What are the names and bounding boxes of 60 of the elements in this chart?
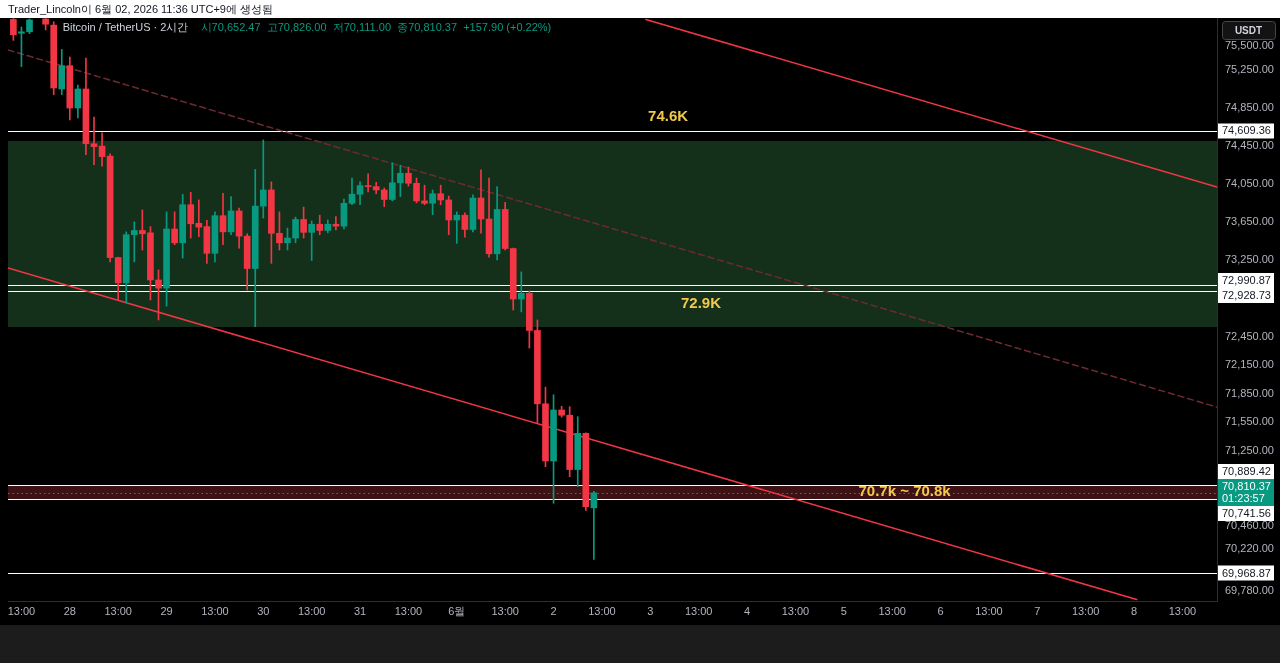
x-tick-label: 30 — [257, 604, 270, 617]
annotation: 70.7k ~ 70.8k — [858, 482, 952, 500]
ref-line-label: 72,990.87 — [1222, 274, 1271, 287]
x-tick-label: 13:00 — [201, 604, 229, 617]
y-tick-label: 70,460.00 — [1225, 519, 1274, 532]
x-tick-label: 13:00 — [394, 604, 423, 617]
x-tick-label: 13:00 — [975, 604, 1003, 617]
y-tick-label: 74,850.00 — [1225, 101, 1274, 114]
y-tick-label: 73,650.00 — [1225, 215, 1274, 228]
x-tick-label: 31 — [353, 604, 367, 617]
candlestick — [364, 173, 372, 193]
y-tick-label: 70,220.00 — [1225, 542, 1274, 555]
candlestick — [259, 139, 267, 219]
candlestick — [453, 211, 461, 244]
text: Trader_Lincoln이 6월 02, 2026 11:36 UTC+9에 생성됨 — [8, 3, 274, 16]
x-tick-label: 13:00 — [104, 604, 132, 617]
chart-subtitle: 시70,652.47 고70,826.00 저70,111.00 종70,810.37 +157.90 (+0.22%) — [200, 21, 552, 34]
candlestick — [90, 116, 98, 166]
y-tick-label: 72,150.00 — [1225, 358, 1274, 371]
x-tick-label: 13:00 — [297, 604, 326, 617]
ref-line-label: 70,889.42 — [1222, 465, 1271, 478]
x-tick-label: 6월 — [448, 604, 466, 617]
y-tick-label: 71,250.00 — [1225, 443, 1274, 456]
y-axis-title: USDT — [1234, 24, 1263, 36]
x-tick-label: 13:00 — [878, 604, 906, 617]
y-tick-label: 73,250.00 — [1225, 253, 1274, 266]
ref-line-label: 70,810.37 01:23:57 — [1222, 480, 1271, 505]
x-tick-label: 6 — [937, 604, 944, 617]
x-tick-label: 7 — [1034, 604, 1041, 617]
x-tick-label: 13:00 — [684, 604, 713, 617]
y-tick-label: 71,850.00 — [1225, 386, 1274, 399]
x-tick-label: 13:00 — [588, 604, 616, 617]
ref-line-label: 69,968.87 — [1222, 566, 1271, 579]
ref-line-label: 70,741.56 — [1222, 507, 1271, 520]
x-tick-label: 8 — [1130, 604, 1138, 617]
x-tick-label: 13:00 — [7, 604, 36, 617]
x-tick-label: 13:00 — [1071, 604, 1100, 617]
x-tick-label: 3 — [647, 604, 654, 617]
y-tick-label: 74,450.00 — [1225, 139, 1274, 152]
x-tick-label: 13:00 — [1168, 604, 1197, 617]
x-tick-label: 29 — [160, 604, 173, 617]
x-tick-label: 5 — [840, 604, 847, 617]
candlestick — [308, 220, 316, 261]
ref-line-label: 72,928.73 — [1222, 289, 1271, 302]
ref-line-label: 74,609.36 — [1222, 124, 1271, 137]
candlestick — [517, 271, 525, 313]
x-tick-label: 28 — [63, 604, 76, 617]
y-tick-label: 74,050.00 — [1225, 177, 1274, 190]
x-tick-label: 4 — [743, 604, 751, 617]
x-tick-label: 2 — [550, 604, 557, 617]
y-tick-label: 72,450.00 — [1225, 329, 1274, 342]
annotation: 72.9K — [681, 293, 722, 311]
y-tick-label: 71,550.00 — [1225, 415, 1274, 428]
x-tick-label: 13:00 — [781, 604, 810, 617]
x-tick-label: 13:00 — [491, 604, 519, 617]
annotation: 74.6K — [648, 106, 689, 124]
y-tick-label: 75,250.00 — [1225, 62, 1274, 75]
y-tick-label: 75,500.00 — [1225, 39, 1274, 52]
y-tick-label: 69,780.00 — [1225, 584, 1274, 597]
chart-title: Bitcoin / TetherUS · 2시간 — [62, 21, 189, 34]
